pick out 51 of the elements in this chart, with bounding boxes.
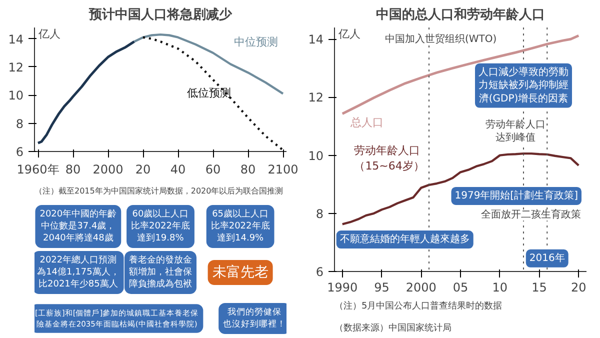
line-series [142, 36, 284, 152]
y-tick-label: 14 [308, 32, 324, 47]
x-tick-label: 40 [170, 162, 186, 176]
text: 我們的勞健保也沒好到哪裡！ [223, 306, 286, 330]
x-tick-label: 95 [374, 280, 390, 294]
y-tick-label: 12 [8, 60, 24, 74]
x-tick-label: 80 [240, 162, 256, 176]
y-tick-label: 8 [16, 116, 24, 131]
y-axis-title: 亿人 [38, 28, 60, 40]
y-axis-title: 亿人 [338, 28, 360, 40]
series-label: 中位预测 [234, 36, 278, 49]
annotation: 人口減少導致的勞動力短缺被列為抑制經濟(GDP)增長的因素 [478, 66, 568, 104]
text: （注）5月中国公布人口普查结果时的数据 [334, 300, 502, 312]
line-series [36, 40, 136, 144]
chart-title: 预计中国人口将急剧减少 [88, 8, 233, 22]
x-tick-label: 05 [452, 280, 468, 294]
annotation: 不願意結婚的年輕人越來越多 [340, 233, 470, 246]
x-tick-label: 2000 [406, 280, 436, 294]
x-tick-label: 2000 [92, 162, 124, 176]
chart-title: 中国的总人口和劳动年龄人口 [376, 6, 545, 22]
text: 未富先老 [212, 264, 268, 280]
x-tick-label: 10 [492, 280, 508, 294]
y-tick-label: 14 [8, 32, 24, 46]
x-tick-label: 60 [205, 162, 221, 176]
annotation: 1979年開始[計劃生育政策] [454, 189, 578, 202]
x-tick-label: 1960年 [16, 162, 60, 176]
ref-line-label: 全面放开二孩生育政策 [480, 208, 581, 221]
y-tick-label: 12 [308, 90, 324, 105]
y-tick-label: 6 [316, 265, 324, 279]
text: 2022年總人口預測為14億1,175萬人，比2021年少85萬人 [37, 254, 120, 290]
x-tick-label: 1990 [327, 280, 358, 294]
text: 65歲以上人口比率2022年底達到14.9% [210, 208, 270, 244]
x-tick-label: 2100 [268, 162, 298, 176]
y-tick-label: 10 [308, 148, 324, 163]
series-label: 劳动年龄人口（15~64岁） [354, 144, 424, 173]
text: 2020年中國的年齡中位數是37.4歲，2040年將達48歲 [40, 208, 117, 244]
series-label: 总人口 [349, 116, 384, 130]
x-tick-label: 20 [135, 162, 151, 176]
text: （注）截至2015年为中国国家统计局数据，2020年以后为联合国推测 [34, 186, 284, 196]
x-tick-label: 15 [532, 280, 547, 294]
y-tick-label: 10 [8, 88, 24, 103]
y-tick-label: 6 [16, 145, 24, 159]
annotation: 2016年 [529, 252, 565, 264]
text: （数据来源）中国国家统计局 [334, 322, 452, 334]
text: 60歲以上人口比率2022年底達到19.8% [131, 208, 190, 244]
ref-line-label: 中国加入世贸组织(WTO) [384, 32, 497, 45]
text: 養老金的發放金額增加，社會保障負擔成為包袱 [129, 254, 192, 290]
y-tick-label: 8 [316, 206, 324, 221]
x-tick-label: 20 [570, 280, 586, 294]
ref-line-label: 劳动年龄人口达到峰值 [486, 118, 546, 144]
x-tick-label: 80 [65, 162, 81, 176]
